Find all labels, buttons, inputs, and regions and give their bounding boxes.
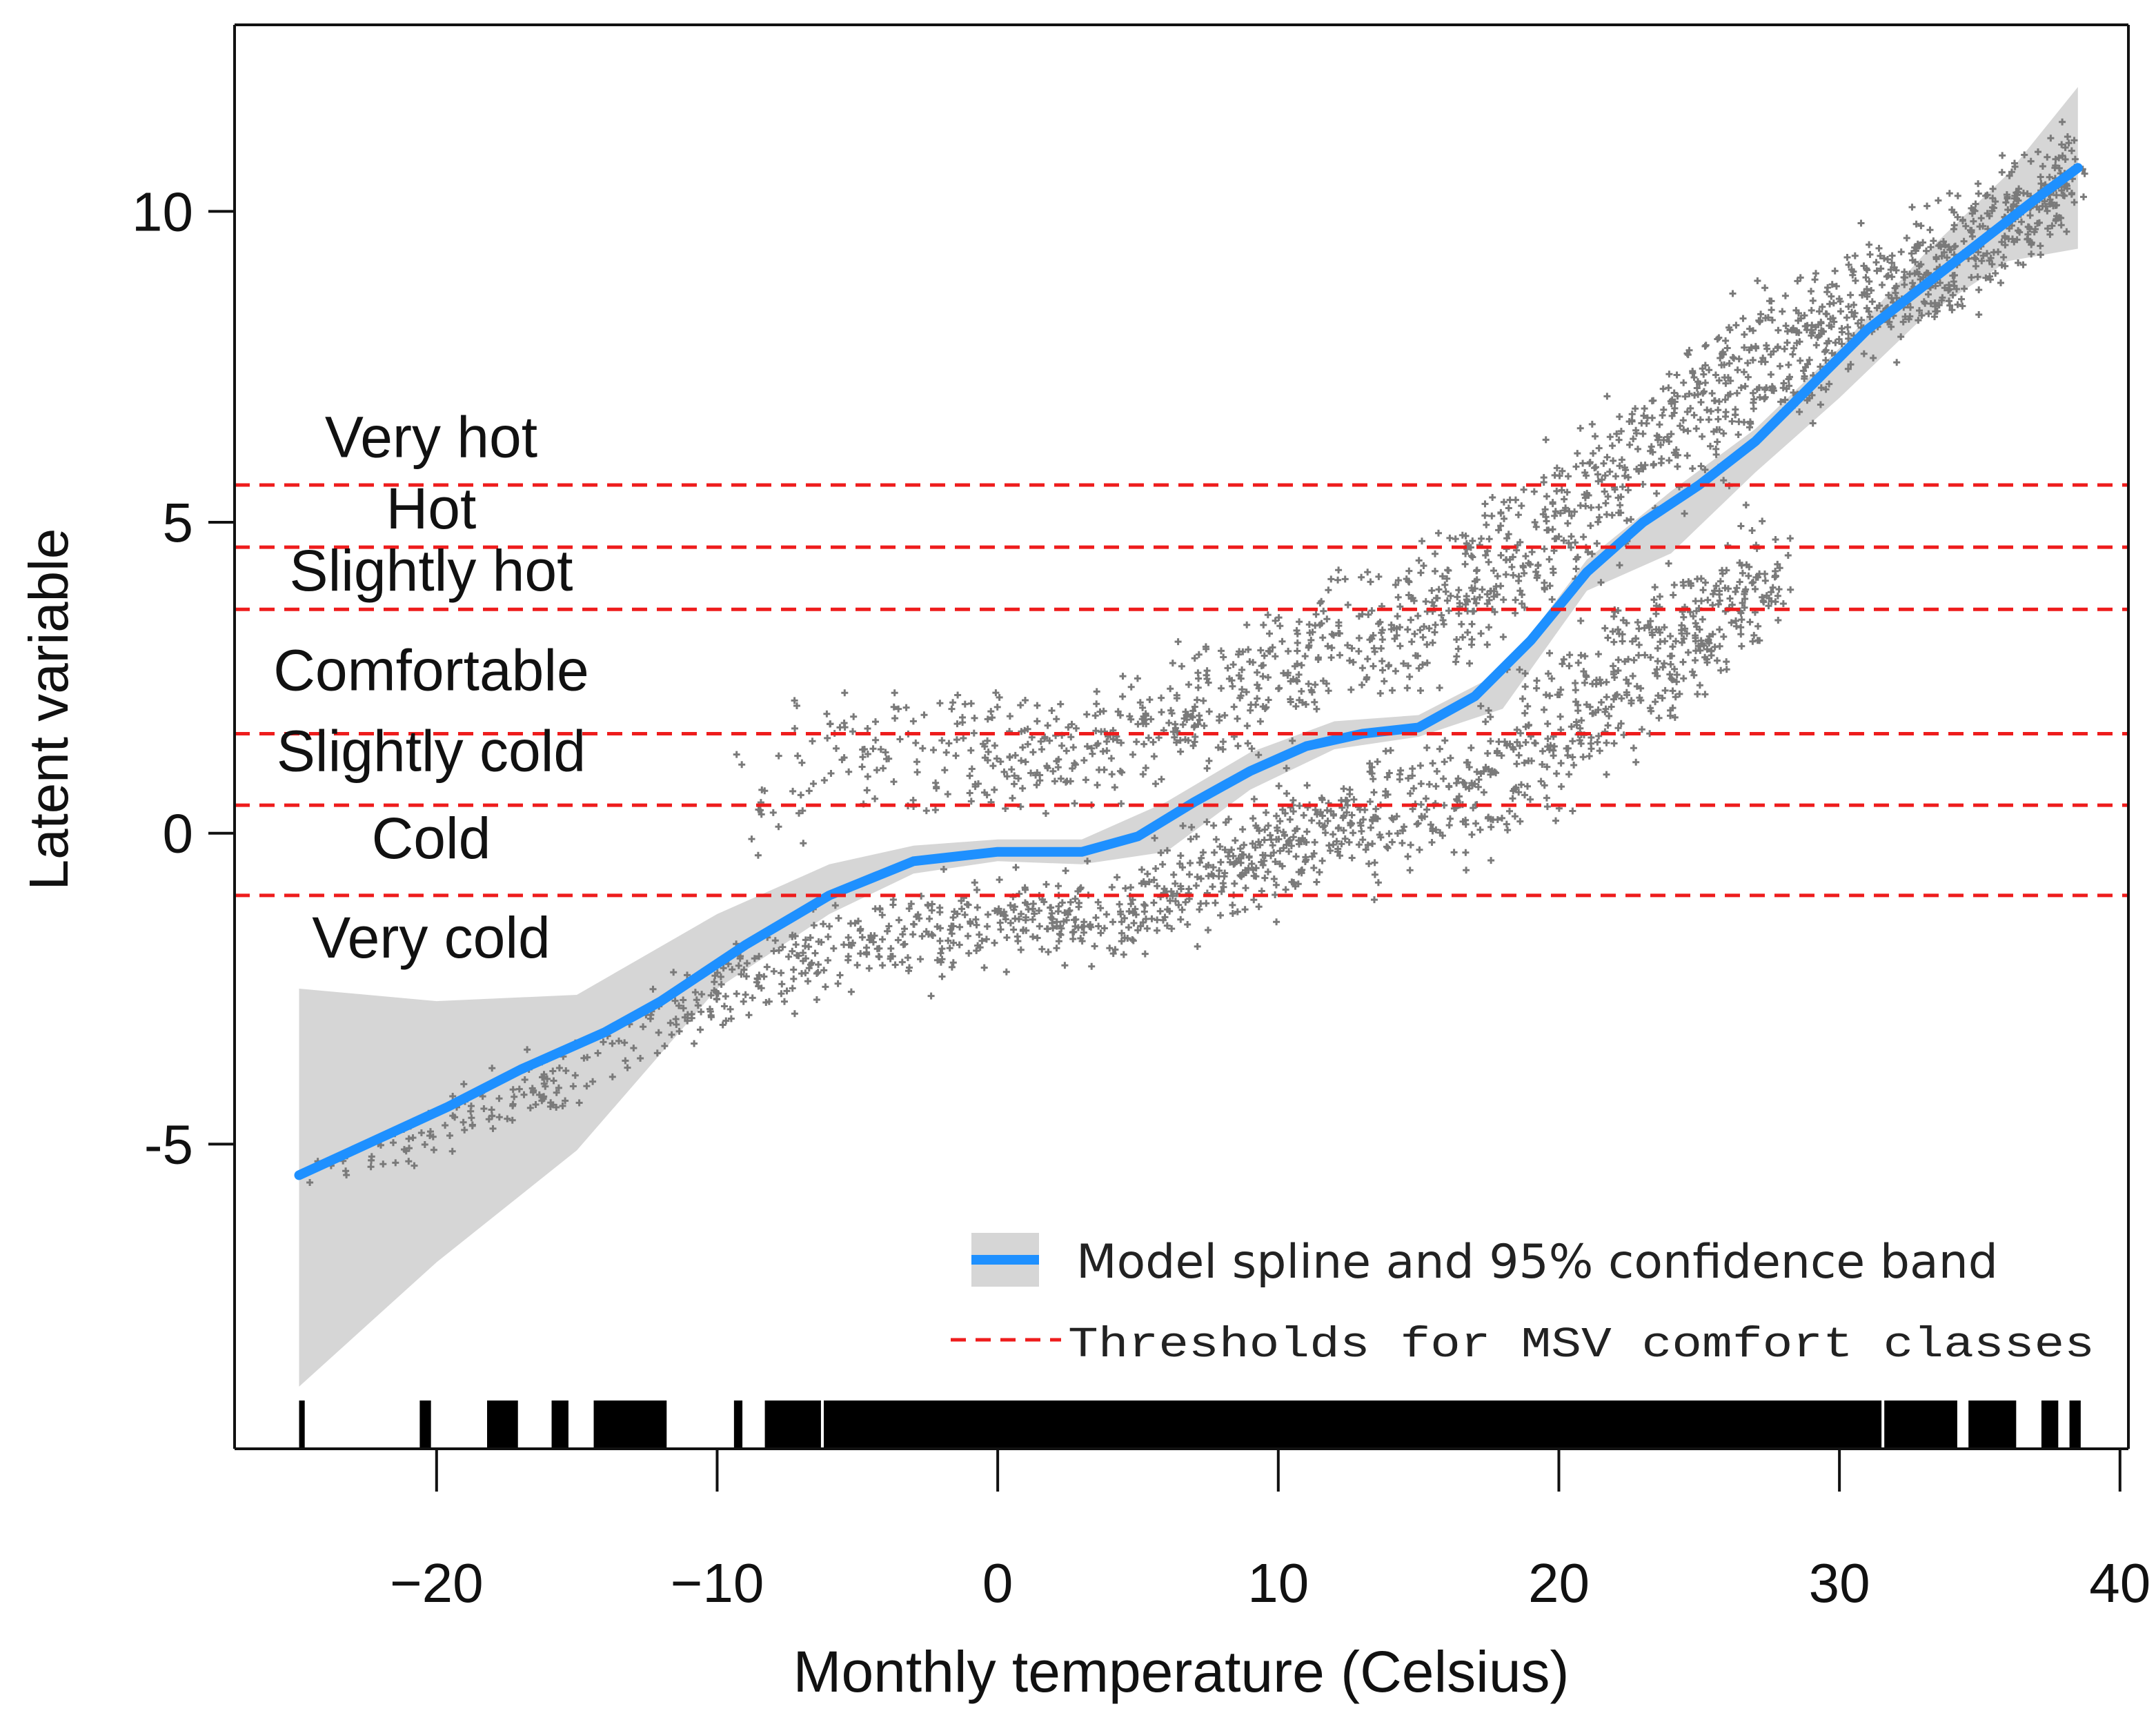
rug-segment-3 <box>551 1401 568 1447</box>
x-tick-label-2: 0 <box>982 1552 1013 1614</box>
rug-segment-7 <box>824 1401 1882 1447</box>
x-tick-label-5: 30 <box>1809 1552 1870 1614</box>
x-axis-ticks: −20 −10 0 10 20 30 40 <box>390 1449 2150 1614</box>
class-label-very-cold: Very cold <box>312 905 551 970</box>
axes-frame <box>233 23 2130 1450</box>
spline-layer <box>294 163 2083 1180</box>
rug-segment-11 <box>2069 1401 2081 1447</box>
x-tick-label-0: −20 <box>390 1552 484 1614</box>
threshold-lines <box>235 483 2128 898</box>
temperature-rug <box>299 1401 2081 1447</box>
rug-segment-5 <box>733 1401 743 1447</box>
rug-segment-2 <box>487 1401 518 1447</box>
class-label-comfortable: Comfortable <box>273 637 589 702</box>
y-tick-label-0: -5 <box>144 1114 193 1175</box>
y-axis-ticks: -5 0 5 10 <box>132 181 235 1175</box>
rug-segment-9 <box>1968 1401 2017 1447</box>
x-tick-label-1: −10 <box>671 1552 764 1614</box>
legend: Model spline and 95% confidence band Thr… <box>951 1233 2095 1369</box>
x-axis-label: Monthly temperature (Celsius) <box>793 1639 1569 1704</box>
legend-threshold-label: Thresholds for MSV comfort classes <box>1068 1320 2095 1369</box>
y-tick-label-3: 10 <box>132 181 193 242</box>
x-tick-label-3: 10 <box>1247 1552 1309 1614</box>
y-tick-label-2: 5 <box>163 492 194 553</box>
y-tick-label-1: 0 <box>163 803 194 864</box>
rug-segment-1 <box>419 1401 431 1447</box>
class-label-cold: Cold <box>372 806 491 871</box>
scatter-points <box>306 118 2088 1186</box>
class-label-slightly-cold: Slightly cold <box>277 719 586 784</box>
model-spline-line <box>294 163 2083 1180</box>
rug-segment-4 <box>593 1401 667 1447</box>
class-label-hot: Hot <box>386 476 477 541</box>
rug-segment-6 <box>764 1401 821 1447</box>
class-label-slightly-hot: Slightly hot <box>290 538 573 603</box>
rug-segment-8 <box>1884 1401 1957 1447</box>
class-label-very-hot: Very hot <box>325 404 537 469</box>
y-axis-label: Latent variable <box>18 528 79 891</box>
x-tick-label-6: 40 <box>2089 1552 2150 1614</box>
legend-spline-label: Model spline and 95% confidence band <box>1076 1235 1998 1289</box>
rug-segment-10 <box>2041 1401 2059 1447</box>
x-tick-label-4: 20 <box>1528 1552 1590 1614</box>
rug-segment-0 <box>299 1401 305 1447</box>
